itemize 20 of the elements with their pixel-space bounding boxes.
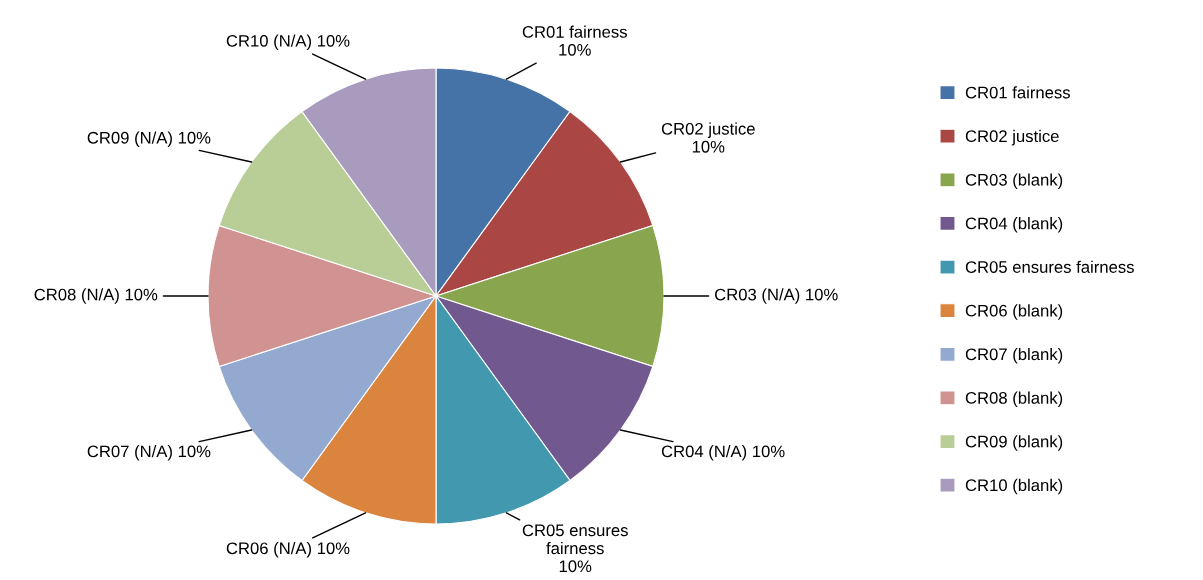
legend-label: CR07 (blank) <box>965 347 1063 364</box>
data-label: CR05 ensures fairness 10% <box>522 524 628 573</box>
data-label: CR08 (N/A) 10% <box>34 288 158 304</box>
legend-label: CR05 ensures fairness <box>965 260 1134 273</box>
data-label: CR02 justice 10% <box>661 122 755 153</box>
legend-label: CR02 justice <box>965 129 1059 146</box>
legend-label: CR01 fairness <box>965 86 1070 99</box>
data-label: CR10 (N/A) 10% <box>226 34 350 51</box>
data-label: CR03 (N/A) 10% <box>715 288 838 304</box>
legend-label: CR09 (blank) <box>965 435 1063 451</box>
data-label: CR09 (N/A) 10% <box>87 131 211 147</box>
legend-label: CR03 (blank) <box>965 173 1063 189</box>
data-label: CR01 fairness 10% <box>522 25 627 56</box>
legend-label: CR10 (blank) <box>965 478 1063 495</box>
data-label: CR04 (N/A) 10% <box>661 445 785 461</box>
data-label: CR06 (N/A) 10% <box>226 541 350 558</box>
legend-label: CR04 (blank) <box>965 217 1063 233</box>
data-label: CR07 (N/A) 10% <box>87 445 211 461</box>
legend-label: CR06 (blank) <box>965 304 1063 320</box>
legend-label: CR08 (blank) <box>965 391 1063 408</box>
